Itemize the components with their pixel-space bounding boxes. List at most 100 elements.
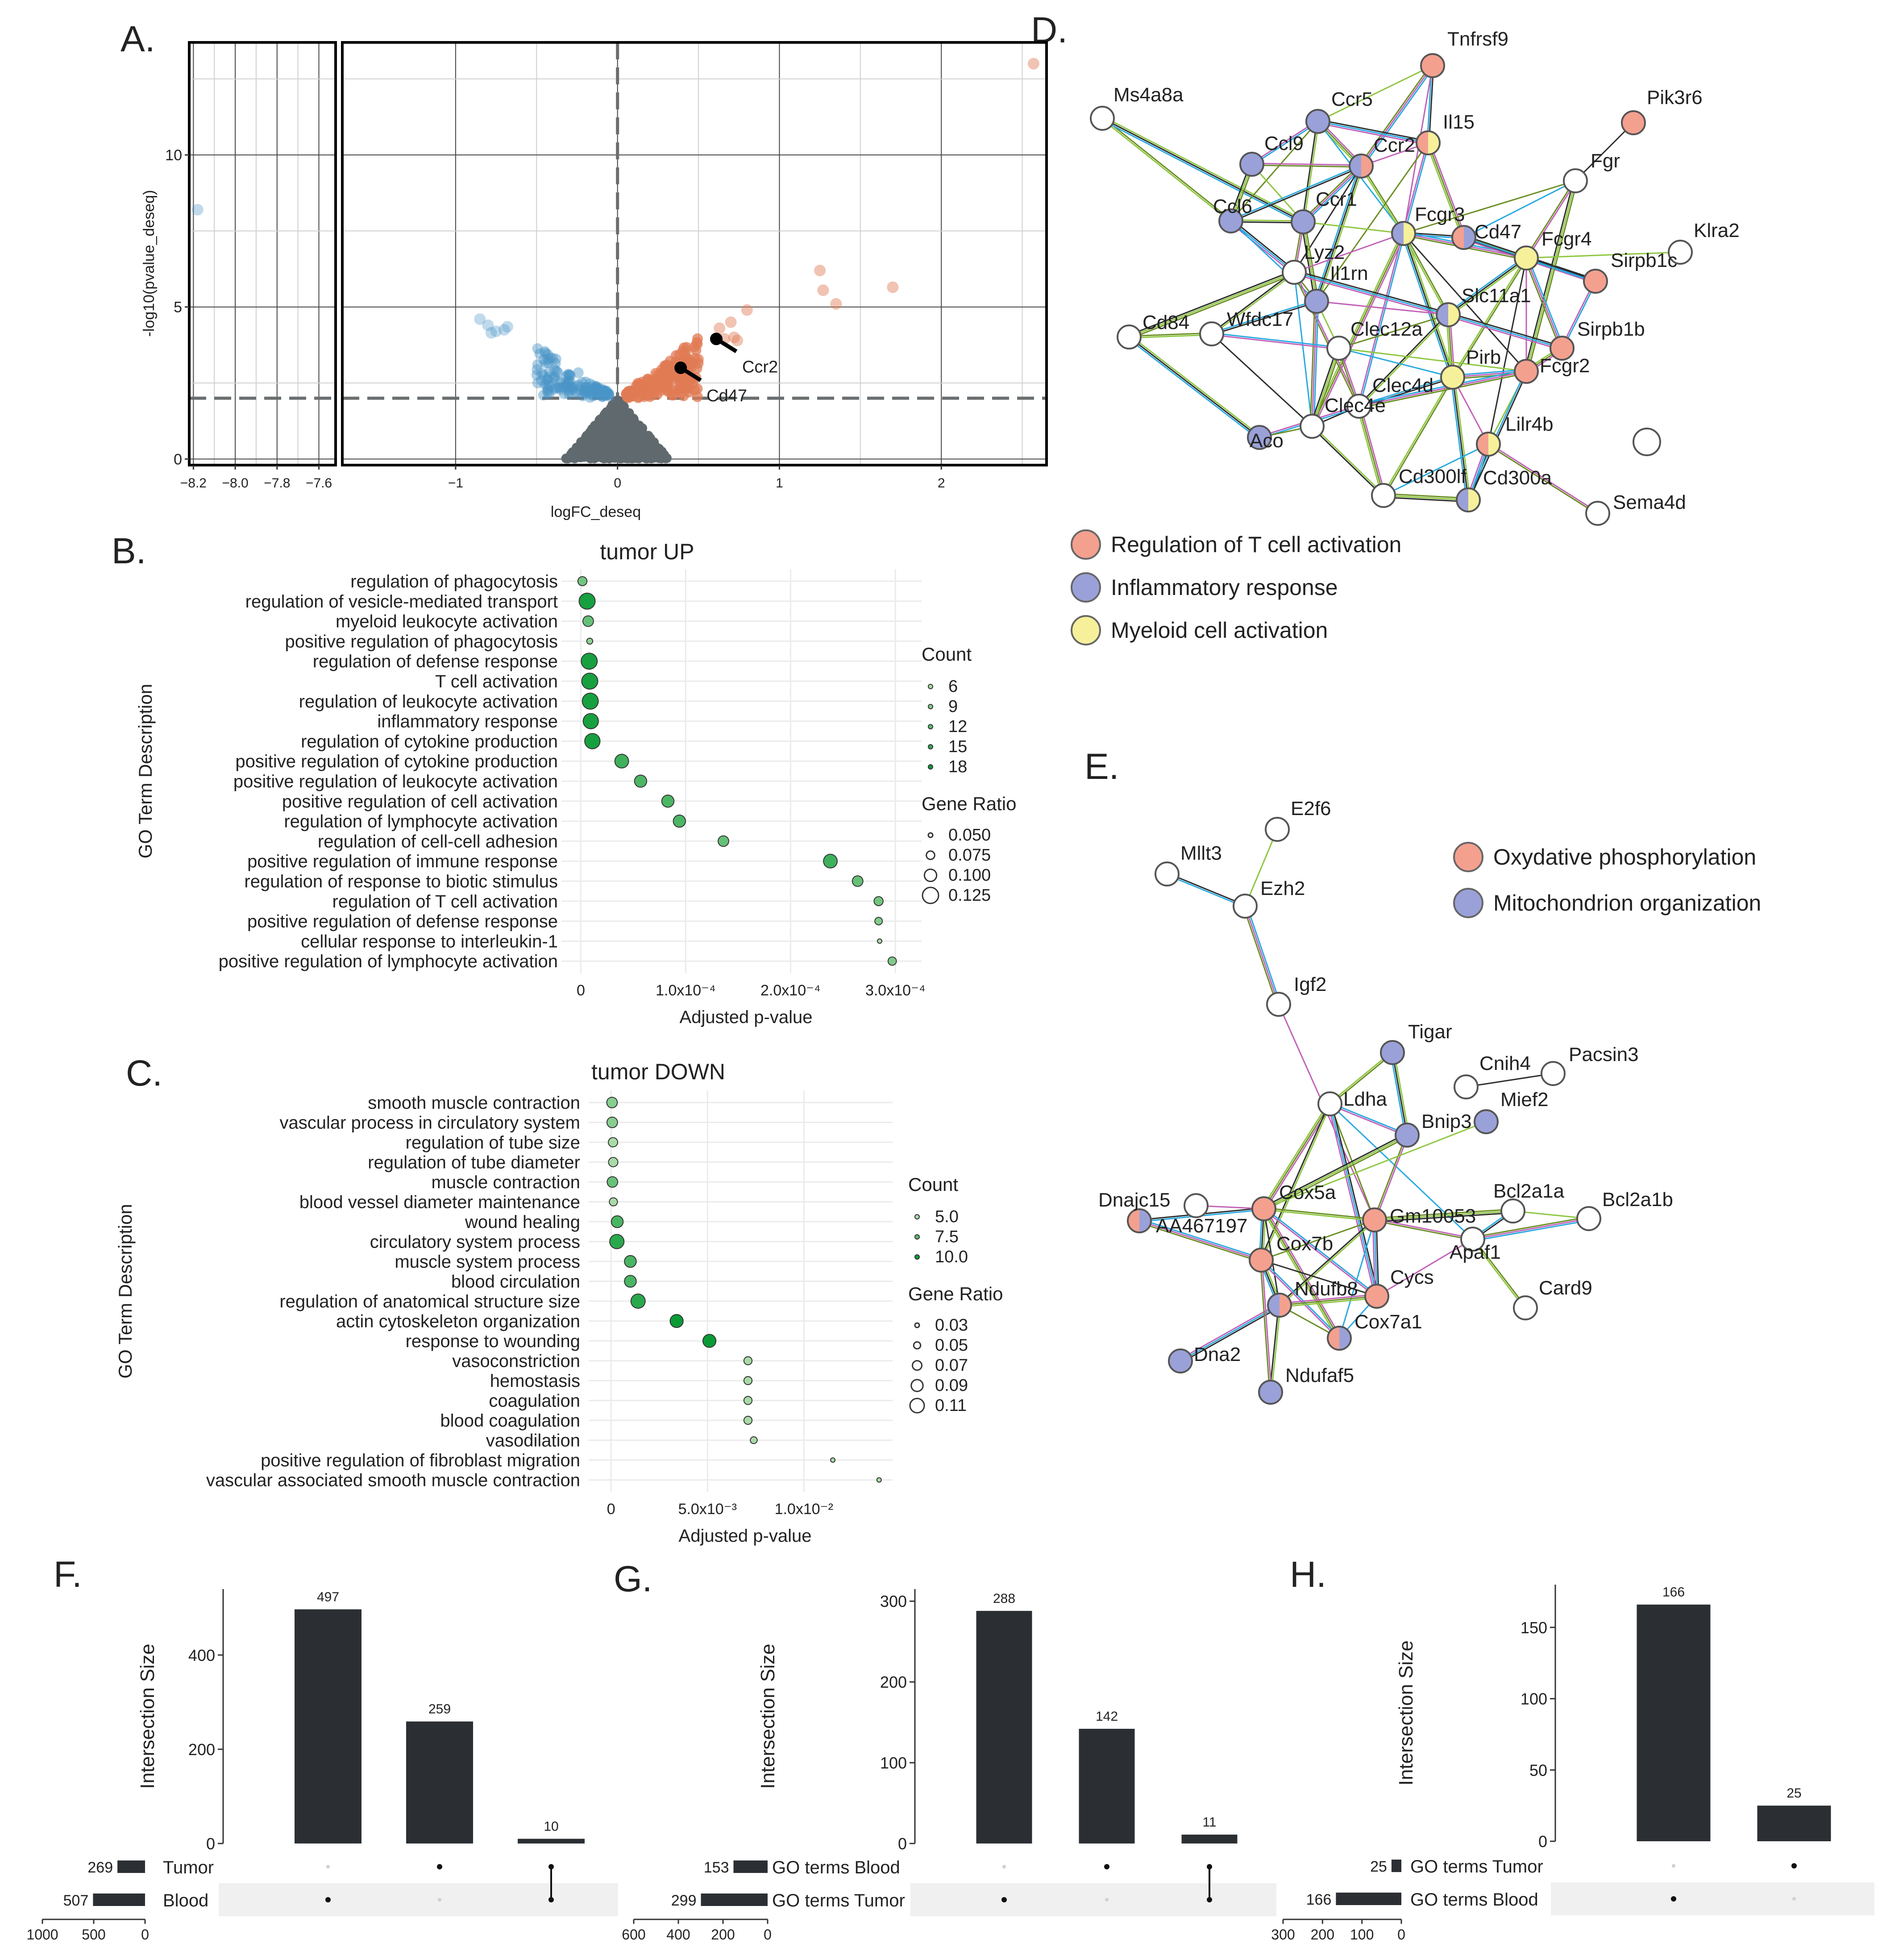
network-edge	[1263, 1209, 1375, 1222]
legend-count-swatch	[914, 1234, 920, 1240]
legend-count-label: 12	[948, 717, 967, 736]
network-edge	[1473, 1238, 1527, 1308]
network-edge	[1180, 1304, 1280, 1362]
matrix-dot	[438, 1898, 441, 1902]
volcano-point-down	[603, 389, 614, 400]
network-edge	[1488, 443, 1599, 513]
term-dot	[750, 1436, 758, 1444]
network-immune: Tnfrsf9 Pik3r6 Ms4a8a Ccr5 Il15 Ccl9 Ccr2 Fgr Cc…	[1071, 28, 1740, 645]
network-edge	[1244, 906, 1280, 1005]
network-node-label: Slc11a1	[1462, 285, 1531, 307]
term-dot	[609, 1197, 618, 1207]
network-node-label: Sirpb1b	[1577, 318, 1645, 340]
term-dot	[581, 673, 598, 690]
network-node	[1500, 1198, 1525, 1223]
network-edge	[1261, 1259, 1377, 1297]
network-node	[1218, 208, 1243, 233]
network-node-isolated	[1633, 428, 1661, 456]
volcano-point-down	[531, 370, 542, 381]
network-edge	[1212, 272, 1296, 335]
label-leader	[679, 366, 702, 382]
network-edge	[1261, 1259, 1341, 1338]
x-tick-label: −8.0	[222, 476, 248, 491]
volcano-point-down	[573, 379, 584, 391]
network-node	[1563, 168, 1588, 193]
term-label: smooth muscle contraction	[368, 1093, 580, 1113]
volcano-point-down	[590, 381, 601, 392]
volcano-point-down	[558, 382, 569, 393]
network-node-half	[1457, 488, 1468, 512]
set-size-tick-label: 200	[711, 1927, 735, 1943]
bar-value-label: 142	[1096, 1709, 1118, 1724]
volcano-point-ns	[643, 452, 653, 462]
term-label: regulation of response to biotic stimulu…	[244, 872, 558, 891]
set-size-tick-label: 100	[1350, 1927, 1374, 1943]
volcano-point-down	[597, 385, 608, 396]
network-node	[1621, 110, 1646, 135]
term-dot	[634, 774, 648, 788]
y-tick-label: 200	[188, 1740, 215, 1759]
volcano-point-down	[597, 383, 608, 395]
legend-count-label: 18	[948, 757, 967, 776]
term-label: regulation of lymphocyte activation	[284, 812, 558, 832]
volcano-point-down	[474, 313, 486, 325]
network-node	[1282, 260, 1307, 285]
network-node-label: Aco	[1250, 430, 1284, 452]
network-node-label: Fgr	[1591, 150, 1620, 172]
volcano-point-up	[1027, 58, 1039, 70]
network-node-half	[1328, 1327, 1339, 1350]
term-label: vasoconstriction	[452, 1352, 580, 1371]
network-node-half	[1280, 1294, 1291, 1317]
volcano-point-down	[563, 377, 574, 388]
volcano-point-down	[550, 382, 561, 393]
y-tick-label: 150	[1521, 1619, 1547, 1637]
network-edge	[1244, 829, 1278, 907]
x-tick-label: −1	[448, 476, 463, 491]
network-edge	[1259, 1103, 1330, 1260]
legend-ratio-label: 0.125	[948, 886, 991, 905]
x-axis-label: logFC_deseq	[551, 504, 641, 520]
network-node-label: Sema4d	[1613, 491, 1686, 513]
term-label: regulation of defense response	[313, 652, 558, 671]
volcano-point-down	[482, 319, 494, 331]
volcano-point-up	[731, 334, 744, 346]
network-node-label: Ccr2	[1374, 134, 1415, 156]
upset-plot-go-up: 0 100 200 300 Intersection Size 288 142 11 GO te…	[622, 1589, 1276, 1943]
network-edge	[1317, 122, 1428, 146]
network-edge	[1372, 1220, 1376, 1297]
intersection-bar	[295, 1609, 361, 1843]
term-label: positive regulation of phagocytosis	[285, 632, 558, 651]
term-dot	[582, 692, 599, 710]
network-node-label: Ndufb8	[1295, 1278, 1358, 1300]
volcano-point-ns	[628, 413, 639, 424]
x-tick-label: 1.0x10⁻⁴	[656, 982, 716, 999]
matrix-row-shade	[219, 1883, 618, 1916]
volcano-point-down	[191, 204, 204, 216]
network-node-half	[1350, 154, 1361, 178]
term-dot	[606, 1097, 618, 1108]
network-node	[1349, 154, 1374, 179]
network-edge	[1404, 233, 1450, 315]
legend-title-ratio: Gene Ratio	[908, 1283, 1003, 1304]
matrix-dot	[1002, 1865, 1006, 1868]
legend-label: Regulation of T cell activation	[1111, 532, 1401, 557]
volcano-point-ns	[577, 448, 587, 458]
network-node	[1364, 1284, 1389, 1309]
bar-value-label: 166	[1662, 1585, 1685, 1600]
volcano-point-down	[532, 343, 543, 354]
y-tick-label: 300	[880, 1592, 907, 1610]
set-size-bar	[701, 1893, 768, 1906]
legend-ratio-label: 0.11	[935, 1396, 967, 1415]
network-edge	[1166, 874, 1245, 908]
network-edge	[1362, 66, 1435, 168]
term-label: coagulation	[489, 1391, 580, 1411]
network-node	[1513, 1295, 1538, 1320]
y-tick-label: 100	[880, 1754, 907, 1772]
network-node-label: Ms4a8a	[1113, 84, 1184, 106]
x-axis-label: Adjusted p-value	[679, 1526, 812, 1546]
volcano-point-down	[582, 385, 593, 396]
volcano-point-down	[540, 379, 551, 390]
network-node-label: E2f6	[1291, 798, 1331, 820]
y-tick-label: 5	[174, 299, 182, 316]
network-node-label: Dnajc15	[1098, 1189, 1170, 1211]
